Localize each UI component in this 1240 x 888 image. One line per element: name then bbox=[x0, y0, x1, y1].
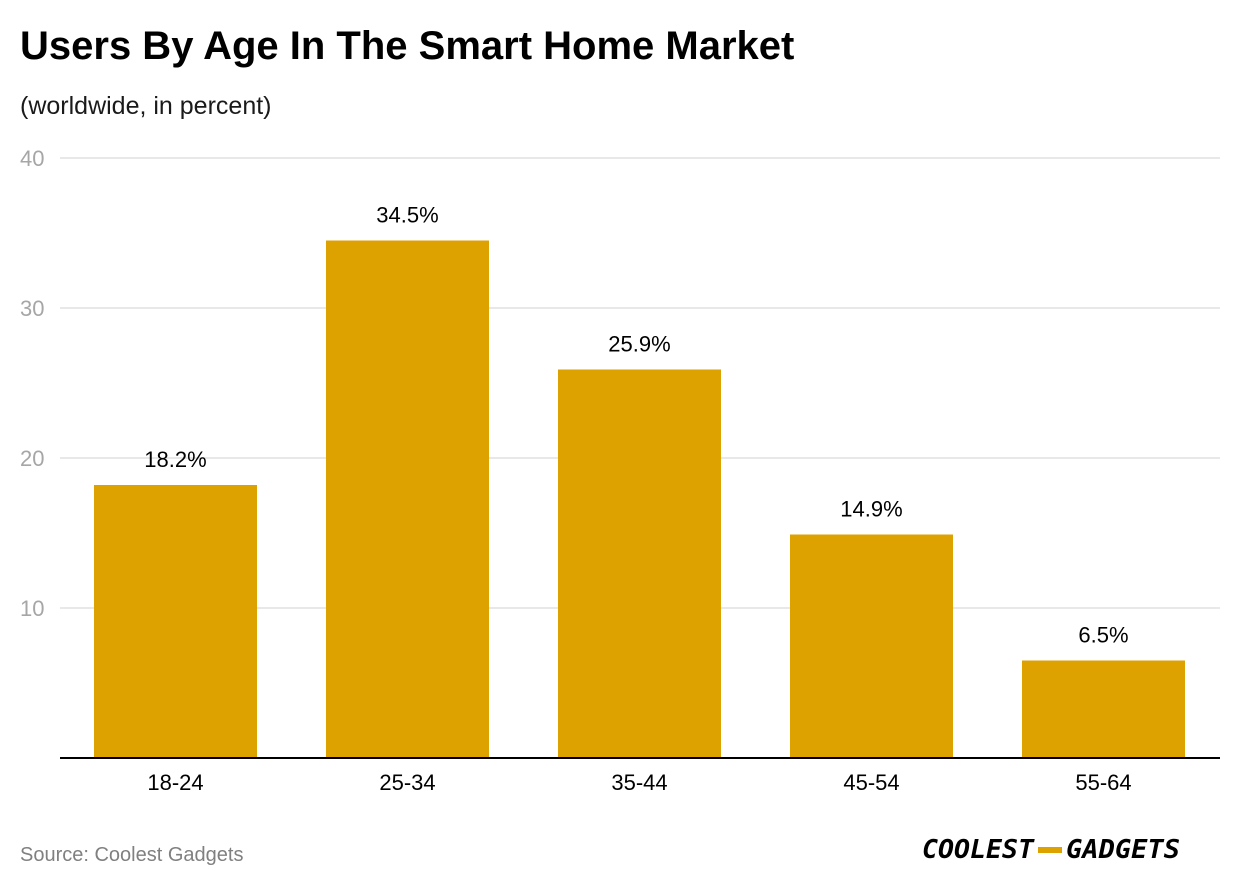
y-axis-ticks: 10 20 30 40 bbox=[20, 146, 44, 621]
bar-35-44 bbox=[558, 369, 721, 758]
data-label-45-54: 14.9% bbox=[840, 497, 902, 522]
bar-18-24 bbox=[94, 485, 257, 758]
chart-title: Users By Age In The Smart Home Market bbox=[20, 24, 795, 68]
bar-45-54 bbox=[790, 534, 953, 758]
y-tick-label: 20 bbox=[20, 446, 44, 471]
data-label-55-64: 6.5% bbox=[1078, 623, 1128, 648]
bars bbox=[94, 240, 1185, 758]
y-tick-label: 30 bbox=[20, 296, 44, 321]
y-tick-label: 40 bbox=[20, 146, 44, 171]
x-tick-label-25-34: 25-34 bbox=[379, 770, 435, 795]
bar-55-64 bbox=[1022, 660, 1185, 758]
y-tick-label: 10 bbox=[20, 596, 44, 621]
x-tick-label-35-44: 35-44 bbox=[611, 770, 667, 795]
x-axis-ticks: 18-24 25-34 35-44 45-54 55-64 bbox=[147, 770, 1131, 795]
source-note: Source: Coolest Gadgets bbox=[20, 844, 244, 866]
svg-text:GADGETS: GADGETS bbox=[1066, 835, 1180, 865]
x-tick-label-45-54: 45-54 bbox=[843, 770, 899, 795]
data-label-25-34: 34.5% bbox=[376, 203, 438, 228]
svg-text:COOLEST: COOLEST bbox=[922, 835, 1035, 865]
x-tick-label-18-24: 18-24 bbox=[147, 770, 203, 795]
chart-subtitle: (worldwide, in percent) bbox=[20, 92, 272, 120]
data-labels: 18.2% 34.5% 25.9% 14.9% 6.5% bbox=[144, 203, 1128, 648]
data-label-35-44: 25.9% bbox=[608, 332, 670, 357]
brand-logo: COOLEST GADGETS bbox=[922, 835, 1180, 865]
data-label-18-24: 18.2% bbox=[144, 447, 206, 472]
bar-25-34 bbox=[326, 240, 489, 758]
x-tick-label-55-64: 55-64 bbox=[1075, 770, 1131, 795]
